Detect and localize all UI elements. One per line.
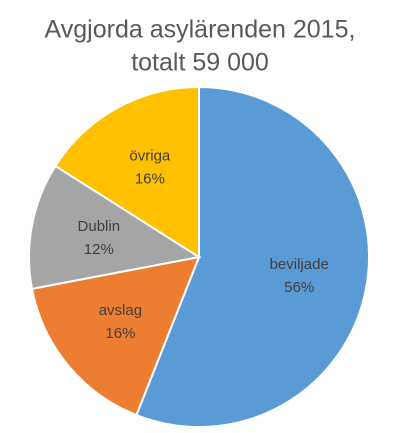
pie-slice — [30, 255, 201, 417]
value-label: 12% — [84, 241, 114, 258]
slice-label: övriga — [129, 148, 171, 165]
pie-slice — [28, 164, 202, 291]
slice-label: beviljade — [270, 256, 329, 273]
value-label: 16% — [135, 171, 165, 188]
pie-slice — [54, 85, 200, 259]
chart-title: totalt 59 000 — [131, 49, 269, 77]
pie-slice — [135, 85, 370, 428]
value-label: 56% — [284, 279, 314, 296]
slice-label: Dublin — [78, 218, 121, 235]
chart-title: Avgjorda asylärenden 2015, — [45, 16, 356, 44]
slice-label: avslag — [99, 302, 142, 319]
value-label: 16% — [105, 325, 135, 342]
